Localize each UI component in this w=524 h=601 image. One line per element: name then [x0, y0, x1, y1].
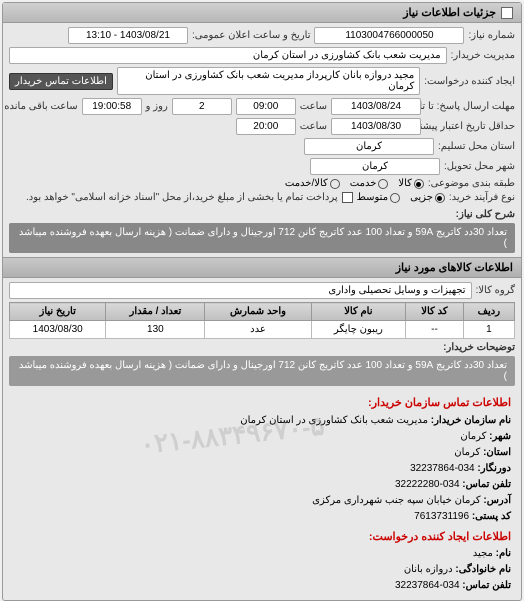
buy-type-opt-a[interactable]: جزیی — [410, 192, 445, 203]
family-label: نام خانوادگی: — [455, 564, 511, 575]
city-value: کرمان — [310, 158, 440, 175]
buyer-notes-label: توضیحات خریدار: — [443, 342, 515, 353]
deadline-time: 09:00 — [236, 98, 296, 115]
radio-icon — [390, 193, 400, 203]
req-number-label: شماره نیاز: — [468, 30, 515, 41]
budget-opt-khedmat[interactable]: خدمت — [350, 178, 389, 189]
radio-selected-icon — [435, 193, 445, 203]
col-name: نام کالا — [311, 303, 406, 321]
city-label: شهر محل تحویل: — [444, 161, 515, 172]
contact-info-button[interactable]: اطلاعات تماس خریدار — [9, 73, 113, 90]
contact-prov-value: کرمان — [454, 447, 480, 458]
valid-time: 20:00 — [236, 118, 296, 135]
req-number-value: 1103004766000050 — [314, 27, 464, 44]
cell-unit: عدد — [205, 321, 311, 339]
group-value: تجهیزات و وسایل تحصیلی واداری — [9, 282, 472, 299]
col-date: تاریخ نیاز — [10, 303, 106, 321]
name-label: نام: — [496, 548, 511, 559]
goods-section-title: اطلاعات کالاهای مورد نیاز — [3, 257, 521, 278]
table-row[interactable]: 1 -- ریبون چایگر عدد 130 1403/08/30 — [10, 321, 515, 339]
budget-opt-kala[interactable]: کالا — [398, 178, 424, 189]
deadline-label: مهلت ارسال پاسخ: تا تاریخ: — [425, 101, 515, 112]
deadline-date: 1403/08/24 — [331, 98, 421, 115]
col-row: ردیف — [463, 303, 514, 321]
org-label: نام سازمان خریدار: — [431, 415, 511, 426]
postal-value: 7613731196 — [414, 511, 469, 522]
creator-value: مجید دروازه بانان کارپرداز مدیریت شعب با… — [117, 67, 420, 95]
postal-label: کد پستی: — [472, 511, 511, 522]
tel-label: تلفن تماس: — [462, 479, 511, 490]
province-value: کرمان — [304, 138, 434, 155]
addr-label: آدرس: — [483, 495, 511, 506]
radio-icon — [330, 179, 340, 189]
buy-type-note: پرداخت تمام یا بخشی از مبلغ خرید،از محل … — [26, 192, 338, 203]
col-unit: واحد شمارش — [205, 303, 311, 321]
contact-section: اطلاعات تماس سازمان خریدار: نام سازمان خ… — [9, 389, 515, 596]
buyer-notes-value: تعداد 30دد کاتریج 59A و تعداد 100 عدد کا… — [9, 356, 515, 386]
need-desc-value: تعداد 30دد کاتریج 59A و تعداد 100 عدد کا… — [9, 223, 515, 253]
name-value: مجید — [473, 548, 493, 559]
goods-table: ردیف کد کالا نام کالا واحد شمارش تعداد /… — [9, 302, 515, 339]
budget-label: طبقه بندی موضوعی: — [428, 178, 515, 189]
valid-date: 1403/08/30 — [331, 118, 421, 135]
cell-date: 1403/08/30 — [10, 321, 106, 339]
remain-days: 2 — [172, 98, 232, 115]
col-qty: تعداد / مقدار — [106, 303, 205, 321]
radio-selected-icon — [414, 179, 424, 189]
need-details-panel: جزئیات اطلاعات نیاز شماره نیاز: 11030047… — [2, 2, 522, 601]
panel-icon — [501, 7, 513, 19]
creator-section-title: اطلاعات ایجاد کننده درخواست: — [13, 529, 511, 547]
buyer-mgmt-value: مدیریت شعب بانک کشاورزی در استان کرمان — [9, 47, 447, 64]
time-label-1: ساعت — [300, 101, 327, 112]
budget-opt-both[interactable]: کالا/خدمت — [285, 178, 340, 189]
announce-label: تاریخ و ساعت اعلان عمومی: — [192, 30, 311, 41]
tel2-value: 034-32237864 — [395, 580, 460, 591]
cell-qty: 130 — [106, 321, 205, 339]
time-label-2: ساعت — [300, 121, 327, 132]
contact-section-title: اطلاعات تماس سازمان خریدار: — [13, 395, 511, 413]
treasury-checkbox[interactable] — [342, 192, 353, 203]
buy-type-opt-b[interactable]: متوسط — [357, 192, 400, 203]
remain-days-label: روز و — [146, 101, 168, 112]
creator-label: ایجاد کننده درخواست: — [424, 76, 515, 87]
org-value: مدیریت شعب بانک کشاورزی در استان کرمان — [240, 415, 428, 426]
contact-city-value: کرمان — [460, 431, 486, 442]
valid-until-label: حداقل تاریخ اعتبار پیشنهاد: تا تاریخ: — [425, 121, 515, 132]
buy-type-label: نوع فرآیند خرید: — [449, 192, 515, 203]
cell-name: ریبون چایگر — [311, 321, 406, 339]
announce-value: 1403/08/21 - 13:10 — [68, 27, 188, 44]
family-value: دروازه بانان — [404, 564, 453, 575]
buy-type-radio-group: جزیی متوسط — [357, 192, 445, 203]
remain-time-label: ساعت باقی مانده — [4, 101, 77, 112]
province-label: استان محل تسلیم: — [438, 141, 515, 152]
need-desc-label: شرح کلی نیاز: — [456, 209, 515, 220]
panel-title: جزئیات اطلاعات نیاز — [403, 6, 496, 19]
contact-prov-label: استان: — [483, 447, 511, 458]
budget-radio-group: کالا خدمت کالا/خدمت — [285, 178, 424, 189]
radio-icon — [378, 179, 388, 189]
panel-body: شماره نیاز: 1103004766000050 تاریخ و ساع… — [3, 23, 521, 600]
panel-header: جزئیات اطلاعات نیاز — [3, 3, 521, 23]
contact-city-label: شهر: — [489, 431, 511, 442]
addr-value: کرمان خیابان سپه جنب شهرداری مرکزی — [312, 495, 481, 506]
remain-time: 19:00:58 — [82, 98, 142, 115]
fax-value: 034-32237864 — [410, 463, 475, 474]
group-label: گروه کالا: — [476, 285, 515, 296]
table-header-row: ردیف کد کالا نام کالا واحد شمارش تعداد /… — [10, 303, 515, 321]
tel-value: 034-32222280 — [395, 479, 460, 490]
cell-code: -- — [406, 321, 464, 339]
tel2-label: تلفن تماس: — [462, 580, 511, 591]
fax-label: دورنگار: — [477, 463, 511, 474]
buyer-mgmt-label: مدیریت خریدار: — [451, 50, 515, 61]
cell-row: 1 — [463, 321, 514, 339]
col-code: کد کالا — [406, 303, 464, 321]
